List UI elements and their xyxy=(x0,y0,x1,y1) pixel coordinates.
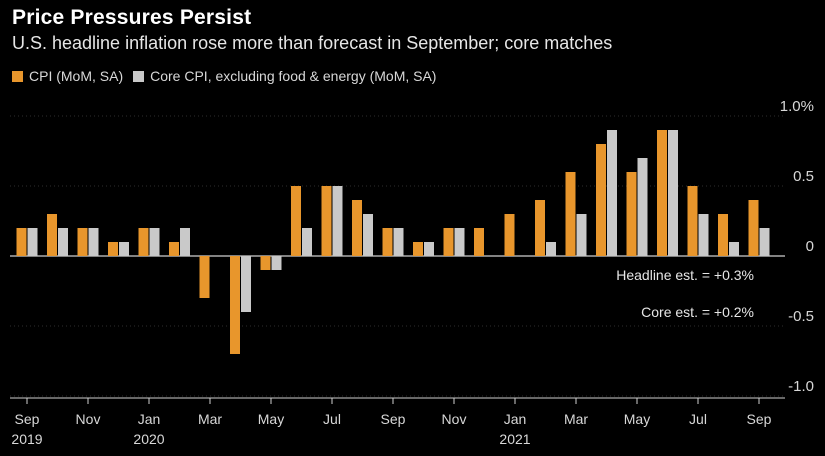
core-cpi-bar xyxy=(454,228,465,256)
core-cpi-bar xyxy=(302,228,312,256)
cpi-bar xyxy=(474,228,484,256)
core-cpi-bar xyxy=(119,242,129,256)
legend-swatch-core-cpi xyxy=(133,70,145,82)
x-tick-label: Mar xyxy=(564,411,588,427)
core-cpi-bar xyxy=(363,214,373,256)
cpi-bar xyxy=(260,256,271,270)
y-tick-label: 0 xyxy=(806,238,814,255)
x-tick-label: Sep xyxy=(381,411,406,427)
cpi-bar xyxy=(596,144,606,256)
legend-item-core-cpi: Core CPI, excluding food & energy (MoM, … xyxy=(133,68,436,84)
x-tick-label: Jul xyxy=(689,411,707,427)
cpi-bar xyxy=(16,228,27,256)
headline-estimate-annotation: Headline est. = +0.3% xyxy=(616,267,754,283)
x-tick-label: Nov xyxy=(76,411,101,427)
cpi-bar xyxy=(718,214,728,256)
core-estimate-annotation: Core est. = +0.2% xyxy=(641,304,754,320)
cpi-bar xyxy=(108,242,118,256)
y-tick-label: 0.5 xyxy=(793,168,814,185)
cpi-bar xyxy=(748,200,759,256)
cpi-bar xyxy=(321,186,332,256)
chart-title: Price Pressures Persist xyxy=(12,6,252,29)
cpi-bar xyxy=(504,214,515,256)
cpi-bar xyxy=(565,172,576,256)
x-year-label: 2019 xyxy=(11,431,42,447)
cpi-bar xyxy=(47,214,57,256)
legend-label-cpi: CPI (MoM, SA) xyxy=(29,68,124,84)
legend: CPI (MoM, SA) Core CPI, excluding food &… xyxy=(12,68,446,84)
core-cpi-bar xyxy=(271,256,282,270)
x-tick-label: Sep xyxy=(15,411,40,427)
core-cpi-bar xyxy=(546,242,556,256)
x-tick-label: Mar xyxy=(198,411,222,427)
cpi-bar xyxy=(352,200,362,256)
core-cpi-bar xyxy=(241,256,251,312)
cpi-bar xyxy=(230,256,240,354)
cpi-bar xyxy=(199,256,210,298)
cpi-bar xyxy=(443,228,454,256)
core-cpi-bar xyxy=(149,228,160,256)
cpi-bar xyxy=(413,242,423,256)
y-tick-label: 1.0% xyxy=(780,98,814,115)
core-cpi-bar xyxy=(698,214,709,256)
cpi-bar xyxy=(626,172,637,256)
x-tick-label: Sep xyxy=(747,411,772,427)
legend-label-core-cpi: Core CPI, excluding food & energy (MoM, … xyxy=(150,68,437,84)
cpi-bar xyxy=(138,228,149,256)
x-tick-label: Jul xyxy=(323,411,341,427)
core-cpi-bar xyxy=(393,228,404,256)
core-cpi-bar xyxy=(637,158,648,256)
core-cpi-bar xyxy=(88,228,99,256)
cpi-bar xyxy=(291,186,301,256)
core-cpi-bar xyxy=(424,242,434,256)
core-cpi-bar xyxy=(759,228,770,256)
cpi-bar xyxy=(382,228,393,256)
core-cpi-bar xyxy=(607,130,617,256)
core-cpi-bar xyxy=(576,214,587,256)
x-tick-label: May xyxy=(624,411,650,427)
core-cpi-bar xyxy=(180,228,190,256)
y-tick-label: -1.0 xyxy=(788,378,814,395)
chart-subtitle: U.S. headline inflation rose more than f… xyxy=(12,33,613,53)
x-tick-label: Jan xyxy=(504,411,527,427)
x-tick-label: Jan xyxy=(138,411,161,427)
x-year-label: 2020 xyxy=(133,431,164,447)
core-cpi-bar xyxy=(729,242,739,256)
cpi-bar xyxy=(657,130,667,256)
core-cpi-bar xyxy=(27,228,38,256)
legend-swatch-cpi xyxy=(12,70,23,82)
core-cpi-bar xyxy=(58,228,68,256)
x-year-label: 2021 xyxy=(499,431,530,447)
cpi-bar xyxy=(687,186,698,256)
core-cpi-bar xyxy=(332,186,343,256)
y-tick-label: -0.5 xyxy=(788,308,814,325)
cpi-bar xyxy=(77,228,88,256)
x-tick-label: May xyxy=(258,411,284,427)
cpi-bar xyxy=(535,200,545,256)
x-tick-label: Nov xyxy=(442,411,467,427)
core-cpi-bar xyxy=(668,130,678,256)
legend-item-cpi: CPI (MoM, SA) xyxy=(12,68,123,84)
cpi-bar xyxy=(169,242,179,256)
